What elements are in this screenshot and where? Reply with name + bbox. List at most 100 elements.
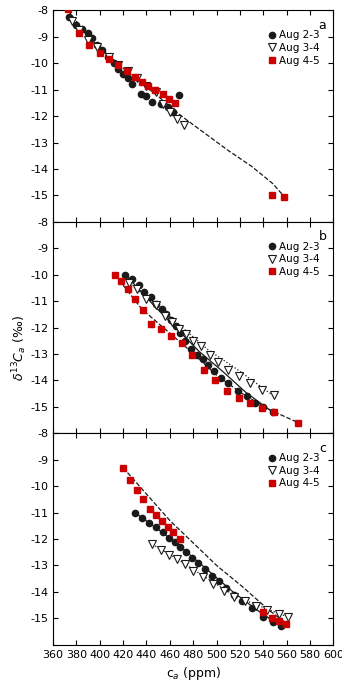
Aug 4-5: [148, 505, 152, 513]
Aug 3-4: [135, 285, 139, 293]
Aug 3-4: [222, 586, 226, 595]
Line: Aug 2-3: Aug 2-3: [132, 510, 284, 629]
Aug 3-4: [158, 546, 162, 554]
Aug 3-4: [126, 67, 130, 75]
Aug 2-3: [144, 92, 148, 100]
Aug 4-5: [269, 614, 274, 622]
Aug 3-4: [167, 551, 171, 559]
Aug 3-4: [226, 366, 230, 374]
Aug 4-5: [296, 418, 300, 427]
Aug 4-5: [160, 516, 164, 525]
Aug 2-3: [245, 392, 249, 401]
Aug 4-5: [225, 387, 229, 395]
Aug 4-5: [161, 89, 165, 98]
Aug 3-4: [175, 555, 179, 563]
Aug 3-4: [161, 100, 165, 109]
Aug 2-3: [126, 74, 130, 82]
Aug 3-4: [184, 330, 188, 338]
Aug 3-4: [154, 89, 158, 97]
Aug 2-3: [190, 553, 194, 562]
Aug 4-5: [124, 67, 129, 75]
Aug 4-5: [140, 77, 144, 86]
Aug 4-5: [141, 306, 145, 314]
Line: Aug 3-4: Aug 3-4: [148, 540, 292, 621]
Aug 4-5: [237, 393, 241, 401]
Aug 4-5: [153, 86, 157, 94]
Aug 2-3: [149, 293, 153, 301]
Aug 3-4: [144, 82, 148, 90]
Aug 3-4: [168, 108, 172, 116]
Aug 2-3: [158, 100, 162, 109]
Line: Aug 4-5: Aug 4-5: [112, 272, 302, 426]
Aug 2-3: [240, 597, 244, 605]
Aug 4-5: [113, 270, 117, 279]
Aug 4-5: [135, 486, 139, 494]
Aug 3-4: [107, 52, 111, 61]
Aug 4-5: [119, 277, 123, 286]
Aug 2-3: [224, 583, 228, 592]
Aug 2-3: [212, 367, 216, 376]
Aug 2-3: [90, 34, 94, 43]
Aug 2-3: [147, 519, 151, 528]
Aug 2-3: [203, 565, 207, 574]
Aug 4-5: [202, 366, 206, 374]
Aug 3-4: [208, 351, 212, 360]
Aug 4-5: [190, 351, 194, 360]
Aug 3-4: [127, 279, 131, 287]
Aug 3-4: [177, 325, 181, 333]
X-axis label: c$_a$ (ppm): c$_a$ (ppm): [166, 665, 221, 682]
Aug 4-5: [141, 495, 145, 503]
Aug 2-3: [106, 52, 110, 61]
Aug 4-5: [213, 376, 218, 385]
Aug 2-3: [166, 102, 170, 111]
Aug 2-3: [74, 21, 78, 29]
Aug 4-5: [260, 404, 264, 413]
Aug 3-4: [200, 573, 205, 581]
Aug 2-3: [261, 403, 265, 411]
Aug 2-3: [206, 360, 210, 369]
Aug 4-5: [248, 399, 252, 407]
Aug 2-3: [86, 29, 90, 37]
Aug 2-3: [219, 374, 223, 382]
Aug 3-4: [260, 385, 264, 394]
Aug 4-5: [149, 319, 153, 328]
Aug 2-3: [95, 40, 100, 49]
Aug 3-4: [95, 43, 100, 52]
Aug 2-3: [178, 543, 182, 551]
Aug 2-3: [217, 577, 221, 585]
Aug 2-3: [271, 408, 275, 416]
Aug 2-3: [80, 25, 84, 33]
Aug 3-4: [265, 606, 269, 615]
Aug 3-4: [237, 372, 241, 381]
Aug 3-4: [199, 342, 203, 351]
Aug 3-4: [170, 318, 174, 326]
Aug 3-4: [276, 610, 280, 618]
Aug 2-3: [154, 523, 158, 531]
Legend: Aug 2-3, Aug 3-4, Aug 4-5: Aug 2-3, Aug 3-4, Aug 4-5: [267, 29, 321, 68]
Aug 4-5: [180, 339, 184, 348]
Line: Aug 3-4: Aug 3-4: [67, 17, 188, 130]
Aug 4-5: [107, 55, 111, 63]
Aug 4-5: [169, 331, 173, 339]
Aug 2-3: [261, 613, 265, 621]
Aug 3-4: [154, 301, 158, 309]
Aug 2-3: [123, 270, 128, 279]
Aug 4-5: [172, 99, 176, 107]
Aug 4-5: [261, 608, 265, 616]
Aug 4-5: [77, 29, 81, 37]
Aug 2-3: [279, 622, 283, 630]
Aug 4-5: [178, 535, 182, 543]
Aug 2-3: [178, 329, 182, 337]
Aug 3-4: [163, 312, 167, 320]
Aug 3-4: [211, 580, 215, 588]
Aug 3-4: [77, 26, 81, 34]
Aug 4-5: [284, 620, 288, 628]
Aug 2-3: [100, 46, 104, 54]
Aug 2-3: [183, 337, 187, 345]
Legend: Aug 2-3, Aug 3-4, Aug 4-5: Aug 2-3, Aug 3-4, Aug 4-5: [267, 240, 321, 279]
Legend: Aug 2-3, Aug 3-4, Aug 4-5: Aug 2-3, Aug 3-4, Aug 4-5: [267, 451, 321, 491]
Aug 3-4: [144, 294, 148, 302]
Aug 4-5: [133, 72, 137, 81]
Aug 2-3: [142, 288, 146, 296]
Aug 3-4: [216, 358, 220, 366]
